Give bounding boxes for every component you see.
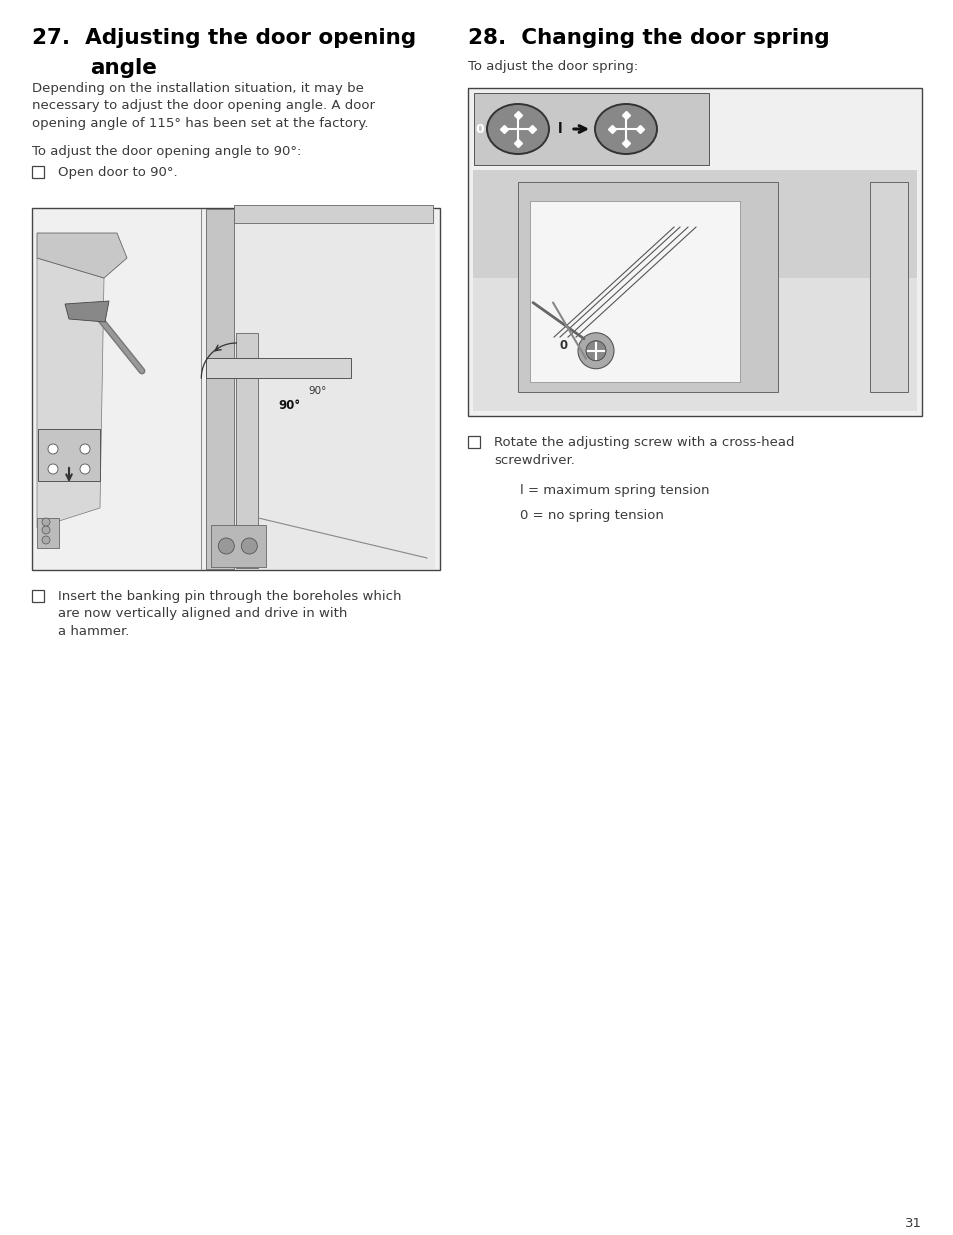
Bar xyxy=(236,333,258,568)
Text: 0: 0 xyxy=(476,122,484,136)
Text: necessary to adjust the door opening angle. A door: necessary to adjust the door opening ang… xyxy=(32,100,375,112)
Text: screwdriver.: screwdriver. xyxy=(494,453,575,467)
Text: l = maximum spring tension: l = maximum spring tension xyxy=(519,484,709,496)
Bar xyxy=(206,209,435,569)
Polygon shape xyxy=(37,233,127,278)
Ellipse shape xyxy=(595,104,657,154)
Bar xyxy=(468,88,921,416)
Bar xyxy=(206,358,351,378)
Text: angle: angle xyxy=(90,58,156,78)
Text: 27.  Adjusting the door opening: 27. Adjusting the door opening xyxy=(32,28,416,48)
Bar xyxy=(234,205,433,224)
Text: 90°: 90° xyxy=(278,399,300,411)
Bar xyxy=(517,182,778,391)
Text: a hammer.: a hammer. xyxy=(58,625,130,638)
Bar xyxy=(473,170,916,278)
Circle shape xyxy=(218,538,234,555)
Text: To adjust the door spring:: To adjust the door spring: xyxy=(468,61,638,73)
Circle shape xyxy=(42,526,50,534)
Bar xyxy=(468,436,479,447)
Polygon shape xyxy=(65,301,109,322)
Text: Depending on the installation situation, it may be: Depending on the installation situation,… xyxy=(32,82,363,95)
Circle shape xyxy=(42,517,50,526)
Bar xyxy=(32,590,44,601)
Polygon shape xyxy=(37,258,104,529)
Text: opening angle of 115° has been set at the factory.: opening angle of 115° has been set at th… xyxy=(32,117,368,130)
Circle shape xyxy=(241,538,257,555)
Bar xyxy=(473,170,916,411)
Circle shape xyxy=(80,445,90,454)
Text: are now vertically aligned and drive in with: are now vertically aligned and drive in … xyxy=(58,608,347,620)
Bar xyxy=(38,429,100,480)
Circle shape xyxy=(48,464,58,474)
Bar xyxy=(474,93,708,165)
Circle shape xyxy=(578,332,614,369)
Text: Rotate the adjusting screw with a cross-head: Rotate the adjusting screw with a cross-… xyxy=(494,436,794,450)
Text: 28.  Changing the door spring: 28. Changing the door spring xyxy=(468,28,829,48)
Bar xyxy=(37,517,59,548)
Circle shape xyxy=(585,341,605,361)
Bar xyxy=(32,165,44,178)
Text: To adjust the door opening angle to 90°:: To adjust the door opening angle to 90°: xyxy=(32,144,301,158)
Circle shape xyxy=(80,464,90,474)
Bar xyxy=(869,182,907,391)
Text: l: l xyxy=(558,122,561,136)
Bar xyxy=(212,525,266,567)
Text: 0 = no spring tension: 0 = no spring tension xyxy=(519,510,663,522)
Text: 31: 31 xyxy=(904,1216,921,1230)
Text: 0: 0 xyxy=(559,340,567,352)
Bar xyxy=(530,201,740,382)
Ellipse shape xyxy=(486,104,548,154)
Bar xyxy=(206,209,234,569)
Text: 90°: 90° xyxy=(308,387,326,396)
Bar xyxy=(32,207,439,571)
Circle shape xyxy=(42,536,50,543)
Circle shape xyxy=(48,445,58,454)
Text: Open door to 90°.: Open door to 90°. xyxy=(58,165,177,179)
Text: Insert the banking pin through the boreholes which: Insert the banking pin through the boreh… xyxy=(58,590,401,603)
